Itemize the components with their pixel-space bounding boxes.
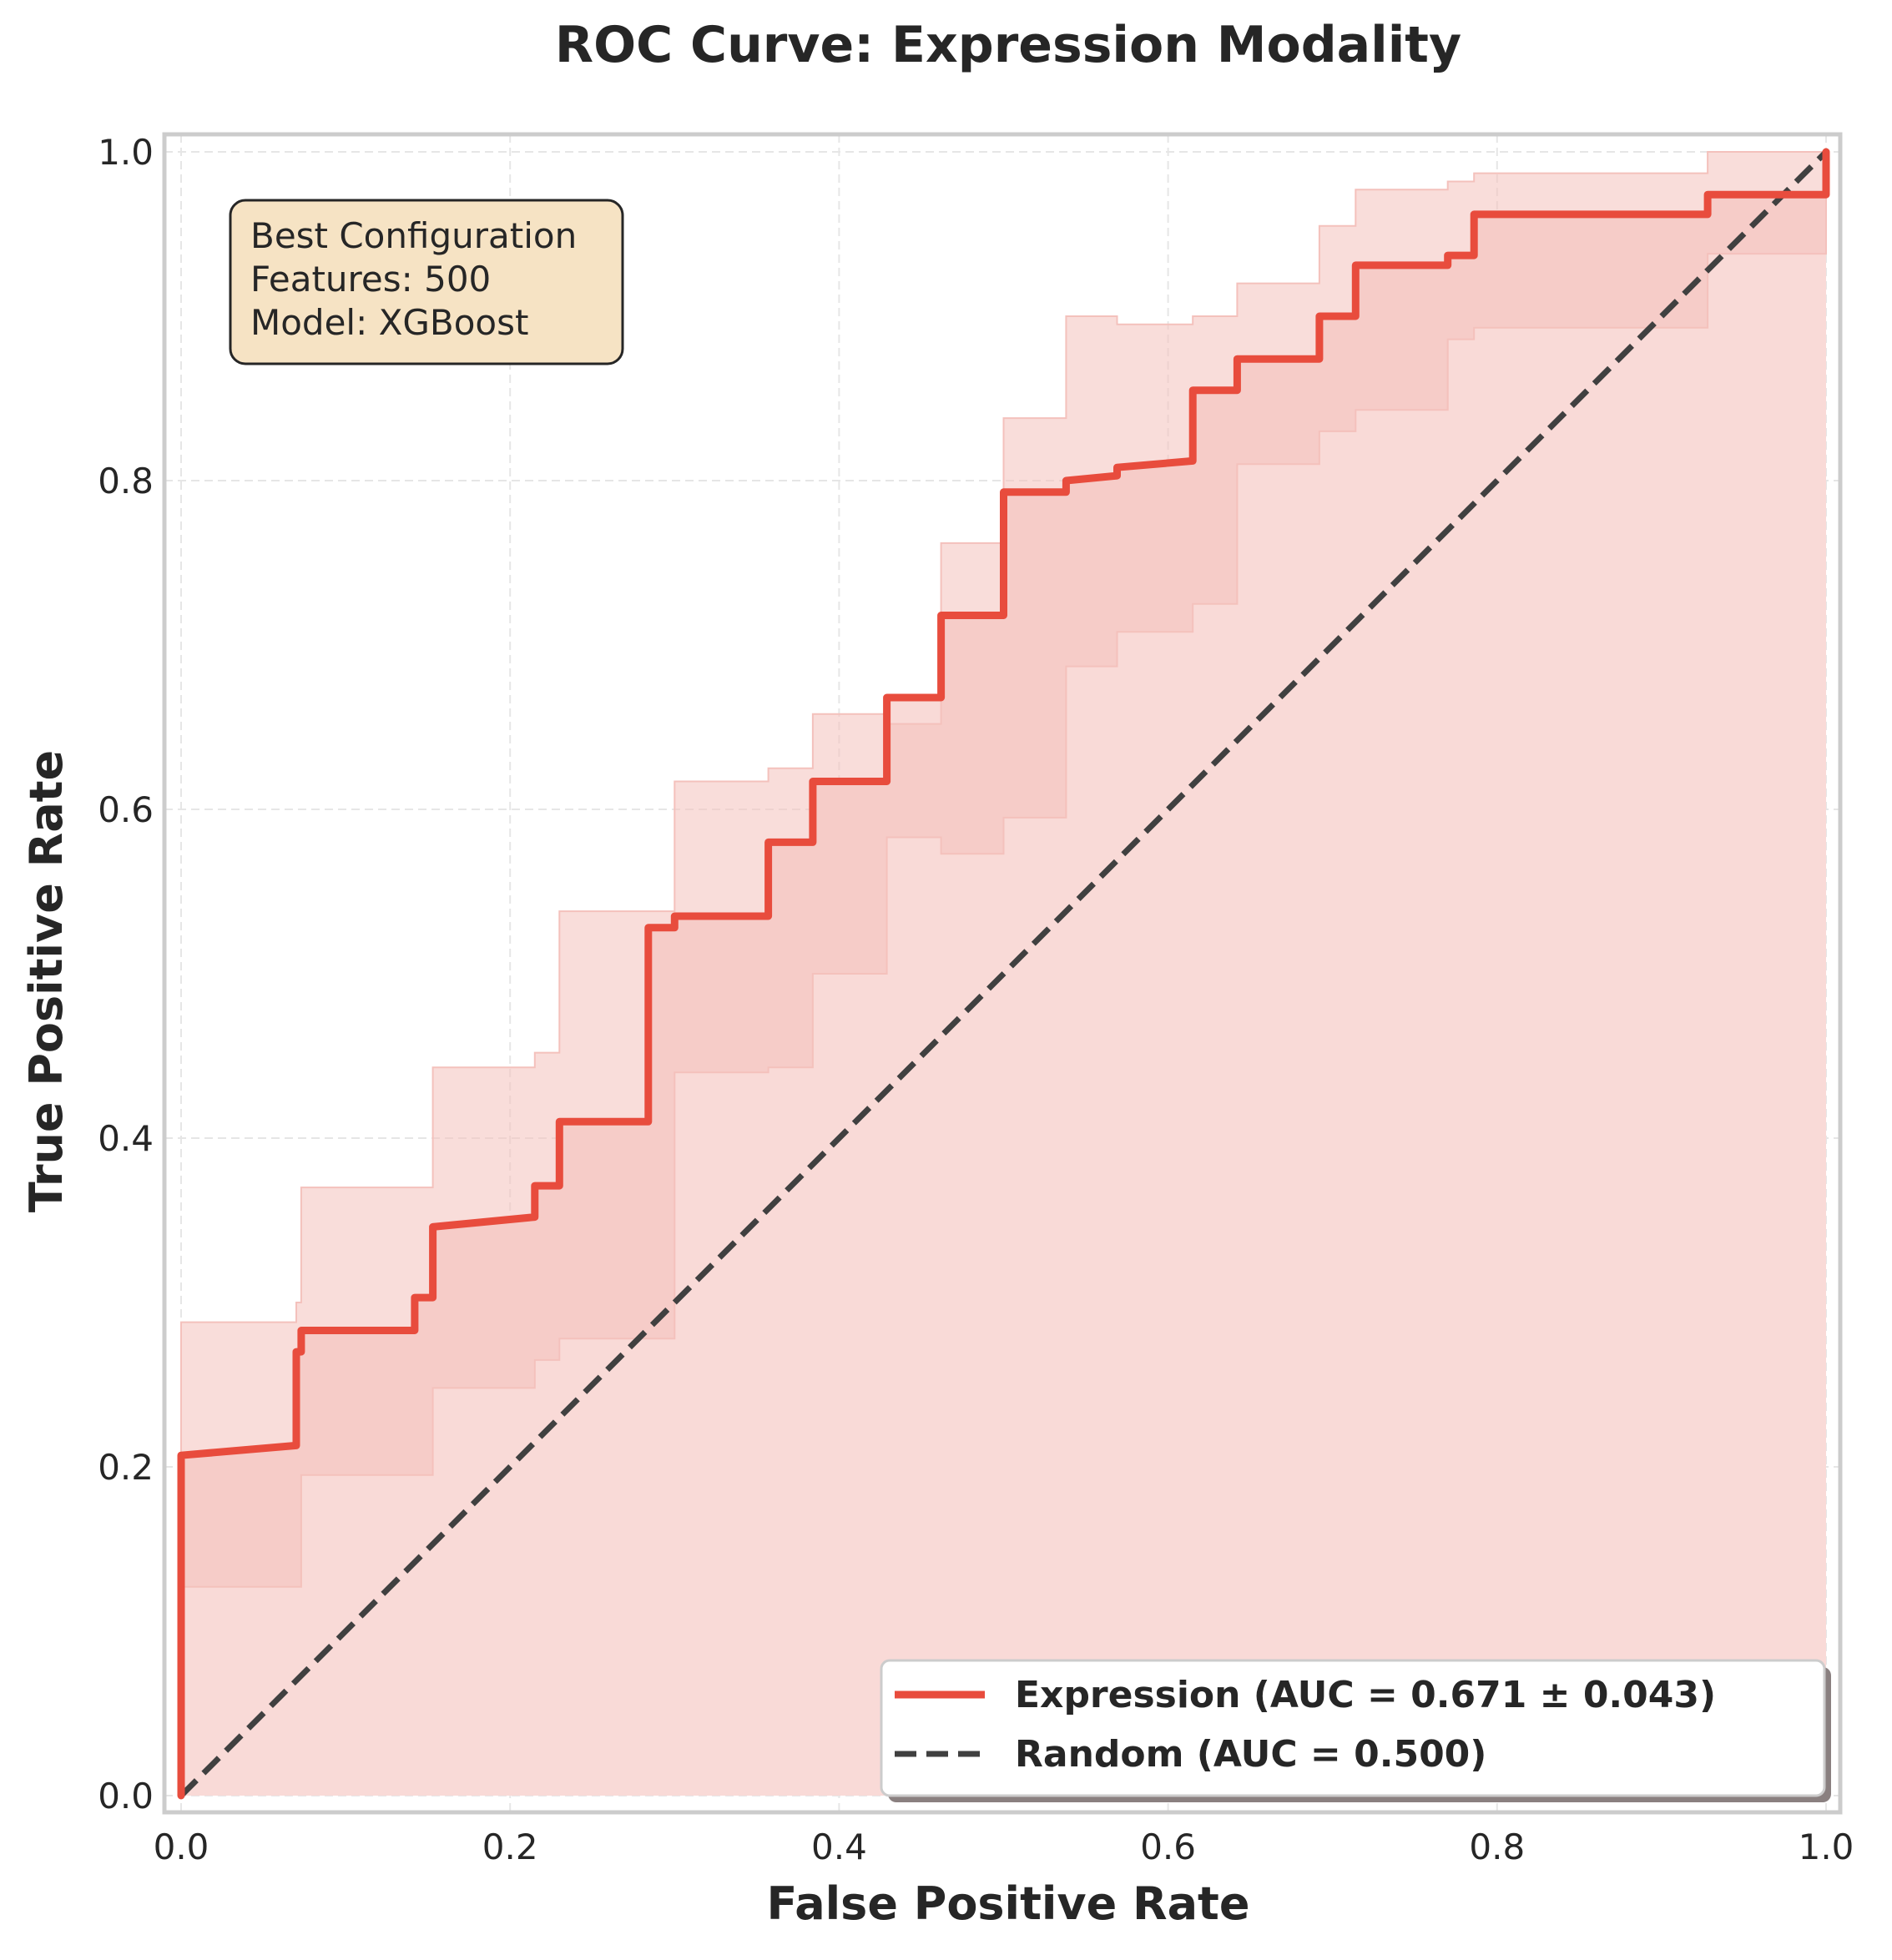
annotation-background [229,199,624,365]
y-tick-label: 0.8 [98,461,154,501]
axis-ticks: 0.0 0.2 0.4 0.6 0.8 1.0 0.0 0.2 0.4 0.6 0.8 1.0 [98,132,1854,1867]
y-tick-label: 0.2 [98,1447,154,1488]
x-tick-label: 0.4 [811,1826,867,1867]
y-tick-label: 0.4 [98,1118,154,1159]
x-tick-label: 0.8 [1469,1826,1525,1867]
confidence-band-area [180,151,1827,1588]
y-tick-label: 1.0 [98,132,154,173]
confidence-band [180,151,1827,1588]
legend-box [880,1659,1826,1797]
legend: Expression (AUC = 0.671 ± 0.043) Random … [880,1659,1831,1802]
x-axis-label: False Positive Rate [767,1877,1250,1930]
annotation-line: Model: XGBoost [250,302,528,343]
random-baseline-line [179,149,1829,1798]
x-tick-label: 0.0 [154,1826,209,1867]
legend-label-expression: Expression (AUC = 0.671 ± 0.043) [1015,1674,1716,1716]
y-tick-label: 0.6 [98,789,154,830]
expression-roc-line [177,148,1830,1800]
y-axis-label: True Positive Rate [20,750,73,1212]
x-tick-label: 0.2 [482,1826,538,1867]
legend-label-random: Random (AUC = 0.500) [1015,1733,1486,1776]
annotation-line: Best Configuration [250,215,577,256]
annotation-box: Best Configuration Features: 500 Model: … [229,199,624,365]
plot-frame [162,132,1843,1815]
annotation-line: Features: 500 [250,259,491,300]
chart-title: ROC Curve: Expression Modality [555,16,1461,74]
x-tick-label: 0.6 [1140,1826,1196,1867]
y-tick-label: 0.0 [98,1776,154,1816]
series-lines [177,148,1830,1800]
x-tick-label: 1.0 [1799,1826,1854,1867]
